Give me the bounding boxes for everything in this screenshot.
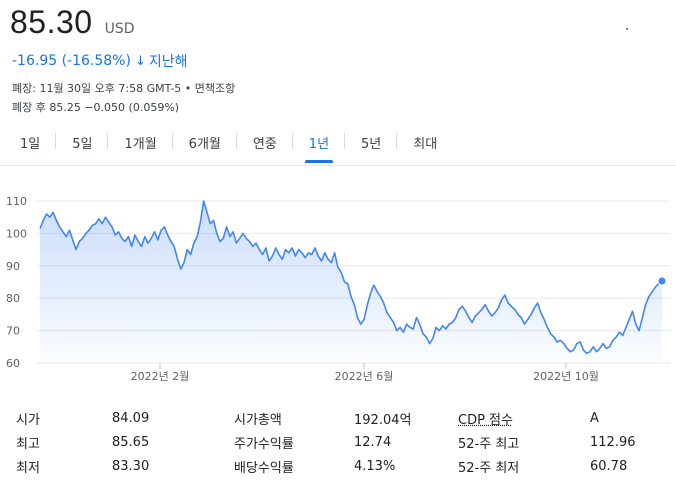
down-arrow-icon: ↓	[134, 53, 146, 69]
price-area	[40, 201, 662, 363]
divider	[0, 165, 676, 166]
y-tick-label: 90	[6, 260, 20, 273]
price-line	[39, 200, 663, 355]
tab-1m[interactable]: 1개월	[108, 127, 173, 159]
tab-label: 5년	[361, 137, 382, 152]
tab-label: 최대	[413, 137, 438, 152]
currency-label: USD	[104, 21, 135, 37]
stat-value: 60.78	[590, 458, 628, 474]
range-tabs: 1일 5일 1개월 6개월 연중 1년 5년 최대	[4, 127, 664, 163]
stat-label: 최저	[16, 460, 40, 476]
stat-value: 192.04억	[354, 412, 412, 428]
stat-label: 배당수익률	[234, 460, 294, 476]
stat-value: 84.09	[112, 410, 150, 426]
stat-value: 85.65	[112, 434, 150, 450]
price-row: 85.30 USD	[10, 4, 135, 41]
stat-value: 112.96	[590, 434, 636, 450]
y-tick-label: 80	[6, 292, 20, 305]
after-hours-info: 폐장 후 85.25 −0.050 (0.059%)	[12, 101, 180, 114]
x-tick-label: 2022년 10월	[533, 370, 599, 383]
stat-value: 83.30	[112, 458, 150, 474]
tab-5d[interactable]: 5일	[56, 127, 109, 159]
stat-label: 최고	[16, 436, 40, 452]
tab-1d[interactable]: 1일	[4, 127, 57, 159]
stat-value: 12.74	[354, 434, 392, 450]
tab-label: 1개월	[124, 137, 157, 152]
stat-label: 시가	[16, 412, 40, 428]
y-tick-label: 100	[6, 227, 27, 240]
tab-6m[interactable]: 6개월	[173, 127, 238, 159]
tab-5y[interactable]: 5년	[345, 127, 398, 159]
tab-label: 1일	[20, 137, 41, 152]
stat-label: 52-주 최고	[458, 436, 520, 452]
last-price-marker	[657, 276, 667, 286]
stat-value: 4.13%	[354, 458, 396, 474]
tab-ytd[interactable]: 연중	[237, 127, 293, 159]
tab-label: 5일	[72, 137, 93, 152]
y-tick-label: 70	[6, 325, 20, 338]
y-tick-label: 60	[6, 357, 20, 370]
x-tick-label: 2022년 6월	[335, 370, 394, 383]
tab-label: 연중	[252, 137, 277, 152]
active-tab-indicator	[304, 160, 334, 163]
tab-label: 1년	[308, 137, 330, 152]
close-info: 폐장: 11월 30일 오후 7:58 GMT-5 • 면책조항	[12, 82, 236, 95]
price-change: -16.95 (-16.58%) ↓ 지난해	[12, 51, 188, 71]
tab-max[interactable]: 최대	[397, 127, 453, 159]
change-period: 지난해	[148, 54, 188, 70]
price-chart[interactable]: 110 100 90 80 70 60 2022년 2월 2022년 6월 2022년 10월	[0, 185, 676, 395]
stat-label: 주가수익률	[234, 436, 294, 452]
change-value: -16.95 (-16.58%)	[12, 53, 131, 69]
y-tick-label: 110	[6, 195, 27, 208]
stats-row: 최고 85.65 주가수익률 12.74 52-주 최고 112.96	[16, 430, 666, 454]
stat-label: 52-주 최저	[458, 460, 520, 476]
tab-label: 6개월	[188, 137, 221, 152]
stats-row: 시가 84.09 시가총액 192.04억 CDP 점수 A	[16, 406, 666, 430]
stats-row: 최저 83.30 배당수익률 4.13% 52-주 최저 60.78	[16, 454, 666, 478]
stat-value: A	[590, 410, 599, 426]
tab-1y[interactable]: 1년	[293, 127, 346, 163]
stats-table: 시가 84.09 시가총액 192.04억 CDP 점수 A 최고 85.65 …	[16, 406, 666, 478]
stat-label: 시가총액	[234, 412, 282, 428]
current-price: 85.30	[10, 4, 93, 40]
x-tick-label: 2022년 2월	[131, 370, 190, 383]
overflow-dot	[626, 28, 628, 30]
cdp-score-link[interactable]: CDP 점수	[458, 412, 513, 428]
